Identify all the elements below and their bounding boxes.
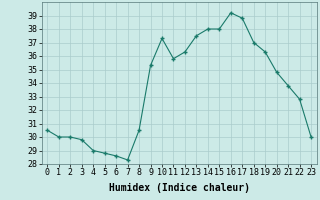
X-axis label: Humidex (Indice chaleur): Humidex (Indice chaleur) xyxy=(109,183,250,193)
